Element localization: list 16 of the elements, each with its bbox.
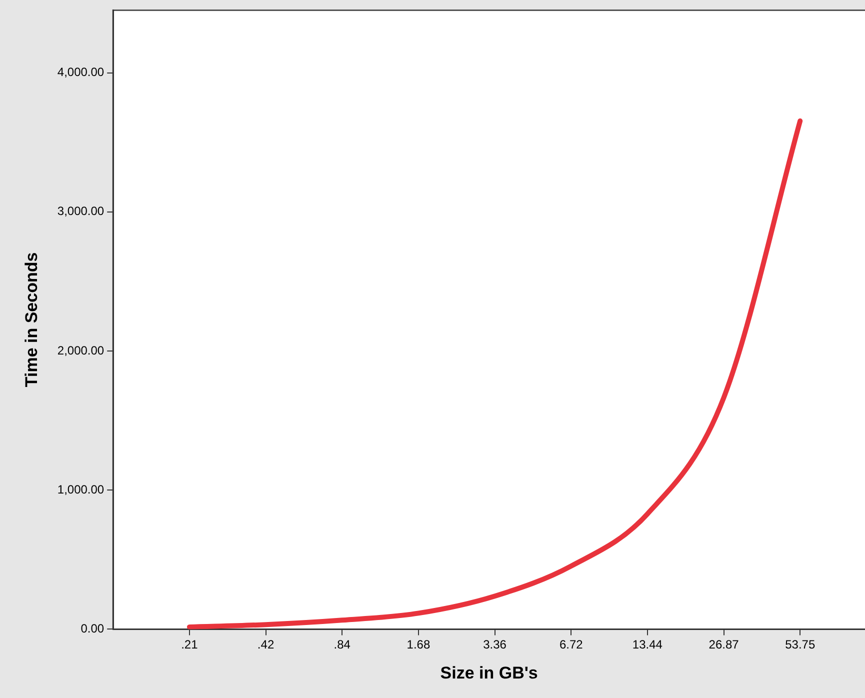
y-tick-label: 2,000.00 [57,343,104,358]
x-axis-title: Size in GB's [440,663,538,682]
x-tick-label: 3.36 [483,638,507,652]
y-tick-label: 3,000.00 [57,204,104,218]
x-tick-label: 53.75 [785,638,816,652]
x-tick-label: 1.68 [406,638,430,652]
y-axis-title: Time in Seconds [22,252,41,388]
x-tick-label: 6.72 [559,638,584,652]
x-tick-label: 13.44 [632,638,663,652]
x-tick-label: .42 [257,638,274,652]
x-tick-label: .84 [334,638,351,652]
y-tick-label: 4,000.00 [57,65,104,80]
x-tick-label: 26.87 [708,638,740,652]
y-tick-label: 0.00 [80,622,104,636]
y-tick-label: 1,000.00 [57,482,104,496]
x-tick-label: .21 [181,638,198,652]
